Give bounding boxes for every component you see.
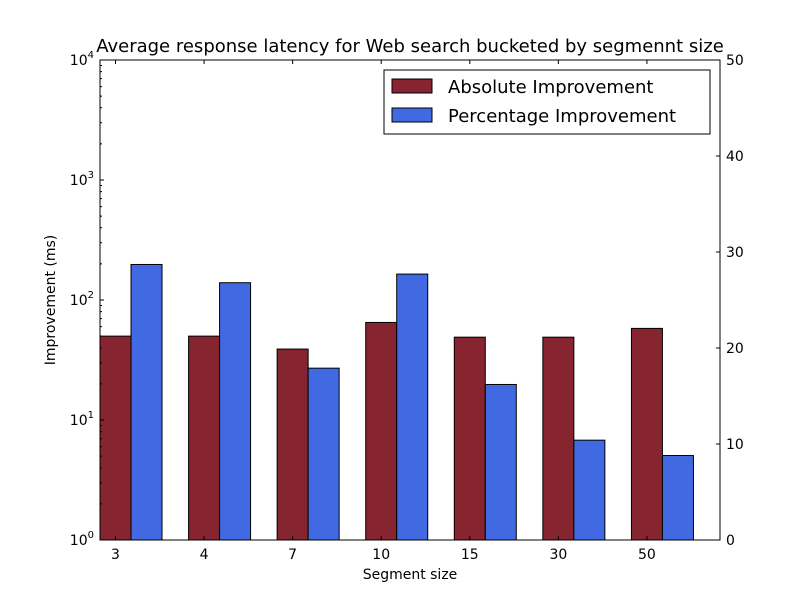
y-left-tick-label: 102 (70, 290, 94, 309)
y-right-tick-label: 10 (726, 437, 744, 453)
x-tick-label: 30 (549, 547, 567, 563)
bar-absolute-improvement (276, 348, 309, 541)
legend-label-absolute-improvement: Absolute Improvement (448, 77, 653, 98)
bar-percentage-improvement (661, 455, 694, 541)
y-left-tick-base: 10 (70, 533, 88, 549)
y-left-tick-base: 10 (70, 293, 88, 309)
bar-percentage-improvement (219, 282, 252, 541)
x-tick-label: 15 (461, 547, 479, 563)
bar-percentage-improvement (130, 263, 163, 541)
y-left-tick-label: 101 (70, 410, 94, 429)
x-tick-label: 3 (111, 547, 120, 563)
bar-absolute-improvement (99, 335, 132, 541)
y-right-tick-label: 40 (726, 149, 744, 165)
y-left-tick-base: 10 (70, 173, 88, 189)
y-left-tick-label: 103 (70, 170, 94, 189)
legend-box (383, 69, 711, 135)
chart-title: Average response latency for Web search … (96, 36, 724, 57)
bar-absolute-improvement (188, 335, 221, 541)
y-left-tick-base: 10 (70, 53, 88, 69)
bar-percentage-improvement (307, 367, 340, 541)
y-left-tick-base: 10 (70, 413, 88, 429)
x-tick-label: 50 (638, 547, 656, 563)
y-left-tick-label: 100 (70, 530, 94, 549)
x-tick-label: 4 (200, 547, 209, 563)
bar-absolute-improvement (453, 336, 486, 541)
bar-absolute-improvement (365, 321, 398, 541)
legend-label-percentage-improvement: Percentage Improvement (448, 106, 676, 127)
plot-frame (99, 59, 721, 541)
x-tick-label: 10 (372, 547, 390, 563)
x-axis-label: Segment size (363, 567, 458, 583)
y-left-tick-exponent: 4 (88, 50, 94, 61)
y-axis-label: Improvement (ms) (43, 235, 59, 365)
y-left-tick-label: 104 (70, 50, 94, 69)
bars-layer (99, 263, 694, 541)
y-left-tick-exponent: 1 (88, 410, 94, 421)
legend: Absolute Improvement Percentage Improvem… (383, 69, 711, 135)
y-right-tick-label: 50 (726, 53, 744, 69)
bar-percentage-improvement (484, 383, 517, 541)
bar-percentage-improvement (573, 439, 606, 541)
y-right-tick-label: 30 (726, 245, 744, 261)
y-left-tick-exponent: 0 (88, 530, 94, 541)
y-right-tick-label: 0 (726, 533, 735, 549)
y-left-tick-exponent: 2 (88, 290, 94, 301)
y-left-tick-exponent: 3 (88, 170, 94, 181)
bar-absolute-improvement (542, 336, 575, 541)
bar-absolute-improvement (630, 327, 663, 541)
y-right-tick-label: 20 (726, 341, 744, 357)
legend-swatch-absolute-improvement (391, 78, 433, 94)
bar-percentage-improvement (396, 273, 429, 541)
x-tick-label: 7 (288, 547, 297, 563)
legend-swatch-percentage-improvement (391, 107, 433, 123)
